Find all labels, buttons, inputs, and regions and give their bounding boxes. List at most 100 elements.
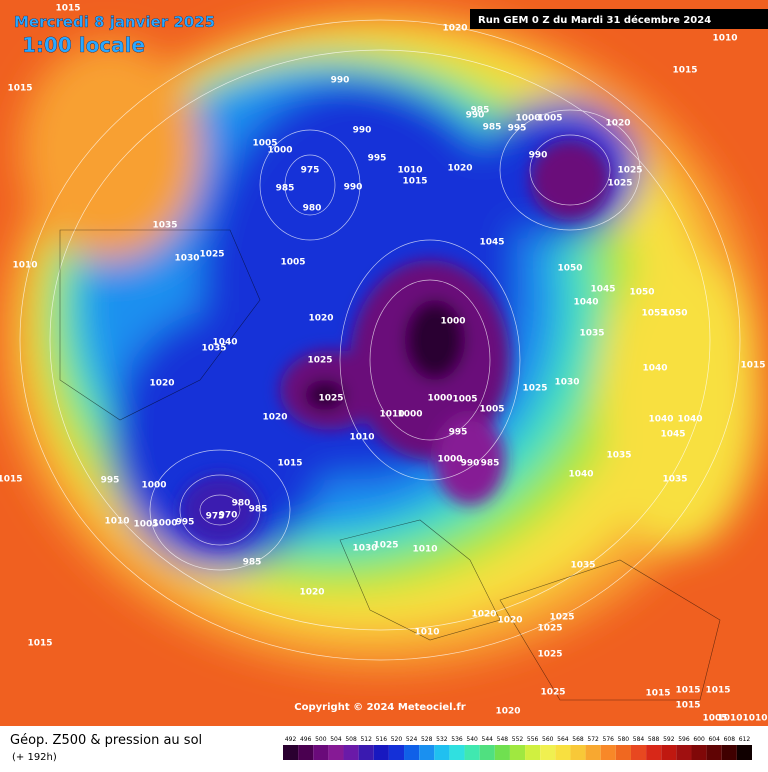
isobar-label: 1025 [318,394,343,404]
isobar-label: 1020 [149,379,174,389]
run-label: Run GEM 0 Z du Mardi 31 décembre 2024 [478,14,711,26]
scale-swatch [298,745,314,760]
scale-label: 536 [451,736,463,743]
copyright: Copyright © 2024 Meteociel.fr [294,702,465,713]
scale-label: 508 [345,736,357,743]
isobar-label: 995 [101,476,120,486]
scale-label: 544 [482,736,494,743]
scale-label: 500 [315,736,327,743]
scale-label: 520 [391,736,403,743]
isobar-label: 1045 [590,285,615,295]
time-label: 1:00 locale [22,33,145,57]
run-box [470,9,768,29]
scale-swatch [373,745,389,760]
isobar-label: 985 [483,123,502,133]
scale-label: 584 [633,736,645,743]
isobar-label: 985 [481,459,500,469]
scale-label: 532 [436,736,448,743]
scale-label: 572 [587,736,599,743]
scale-swatch [585,745,601,760]
scale-swatch [449,745,465,760]
isobar-label: 985 [276,184,295,194]
isobar-label: 980 [303,204,322,214]
isobar-label: 1010 [717,714,742,724]
isobar-label: 1040 [212,338,237,348]
isobar-label: 1015 [645,689,670,699]
isobar-label: 1045 [479,238,504,248]
scale-swatch [706,745,722,760]
isobar-label: 1015 [27,639,52,649]
isobar-label: 1030 [554,378,579,388]
scale-label: 496 [300,736,312,743]
isobar-label: 1035 [662,475,687,485]
isobar-label: 975 [301,166,320,176]
isobar-label: 1010 [104,517,129,527]
scale-label: 612 [739,736,751,743]
date-label: Mercredi 8 janvier 2025 [14,13,215,31]
isobar-label: 1020 [299,588,324,598]
footer-title: Géop. Z500 & pression au sol [10,733,202,748]
isobar-label: 1035 [201,344,226,354]
isobar-label: 1010 [349,433,374,443]
scale-label: 560 [542,736,554,743]
isobar-label: 1005 [537,114,562,124]
footer-lead: (+ 192h) [12,752,57,763]
isobar-label: 1020 [471,610,496,620]
isobar-label: 1040 [642,364,667,374]
isobar-label: 1015 [0,475,23,485]
isobar-label: 1025 [537,624,562,634]
isobar-label: 1030 [174,254,199,264]
isobar-label: 1005 [479,405,504,415]
scale-swatch [676,745,692,760]
isobar-label: 1010 [397,166,422,176]
isobar-label: 1020 [262,413,287,423]
isobar-label: 1055 [641,309,666,319]
isobar-label: 1005 [280,258,305,268]
isobar-label: 1005 [452,395,477,405]
isobar-label: 1015 [675,686,700,696]
isobar-label: 1000 [427,394,452,404]
field [0,0,768,726]
scale-label: 528 [421,736,433,743]
scale-label: 492 [285,736,297,743]
isobar-label: 1020 [308,314,333,324]
isobar-label: 980 [232,499,251,509]
isobar-label: 990 [353,126,372,136]
isobar-label: 990 [331,76,350,86]
isobar-label: 1035 [152,221,177,231]
isobar-label: 1015 [277,459,302,469]
isobar-label: 1025 [607,179,632,189]
scale-label: 576 [603,736,615,743]
isobar-label: 1010 [12,261,37,271]
isobar-label: 1005 [252,139,277,149]
isobar-label: 975 [206,512,225,522]
scale-swatch [600,745,616,760]
scale-swatch [464,745,480,760]
scale-label: 580 [618,736,630,743]
isobar-label: 1000 [515,114,540,124]
isobar-label: 1015 [7,84,32,94]
isobar-label: 1015 [705,686,730,696]
isobar-label: 1040 [568,470,593,480]
scale-swatch [691,745,707,760]
isobar-label: 1010 [742,714,767,724]
isobar-label: 1040 [573,298,598,308]
scale-swatch [630,745,647,760]
scale-swatch [404,745,420,760]
scale-label: 568 [572,736,584,743]
scale-label: 512 [360,736,372,743]
isobar-label: 1025 [199,250,224,260]
isobar-label: 1010 [412,545,437,555]
scale-label: 588 [648,736,660,743]
isobar-label: 1025 [617,166,642,176]
isobar-label: 1040 [677,415,702,425]
isobar-label: 1020 [495,707,520,717]
scale-label: 604 [708,736,720,743]
scale-swatch [540,745,556,760]
isobar-label: 1050 [662,309,687,319]
isobar-label: 1015 [675,701,700,711]
isobar-label: 995 [449,428,468,438]
isobar-label: 990 [529,151,548,161]
scale-swatch [736,745,752,760]
isobar-label: 1005 [702,714,727,724]
